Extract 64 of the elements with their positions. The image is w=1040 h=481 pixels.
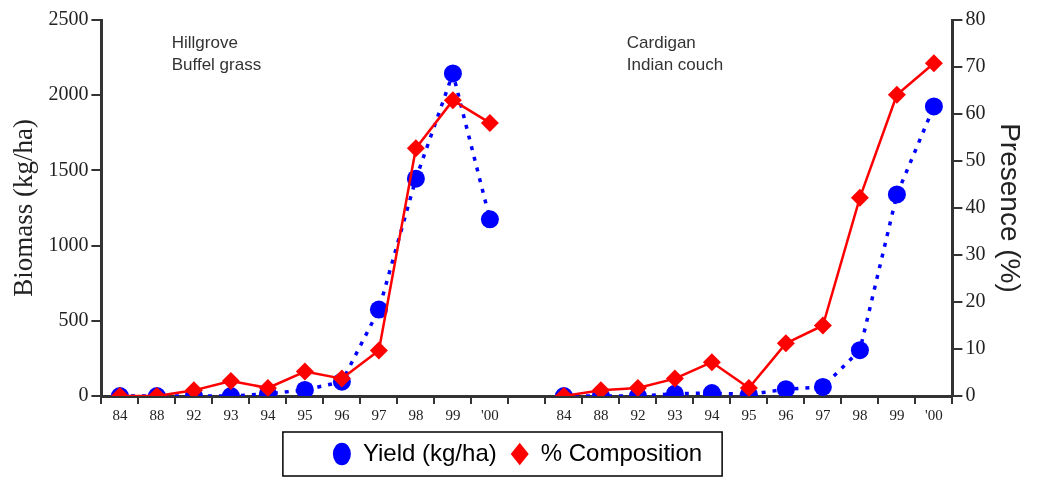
y2-tick-label: 0 — [965, 383, 976, 406]
x-tick-label: '00 — [925, 406, 943, 423]
y-tick-label: 1500 — [48, 157, 89, 180]
point — [813, 316, 832, 335]
annotation: Hillgrove Buffel grass — [171, 33, 262, 75]
y2-axis-title: Presence (%) — [995, 123, 1027, 293]
x-tick-label: 95 — [741, 406, 757, 423]
x-tick-label: 92 — [630, 406, 646, 423]
point — [702, 353, 721, 372]
x-tick-label: 96 — [334, 406, 350, 423]
point — [924, 97, 943, 116]
x-tick-label: 84 — [112, 406, 128, 423]
point — [480, 210, 499, 229]
point — [924, 54, 943, 73]
x-tick-label: 88 — [149, 406, 165, 423]
y2-tick-label: 80 — [965, 7, 986, 30]
y2-tick-label: 30 — [965, 242, 986, 265]
point — [628, 379, 647, 396]
point — [295, 380, 314, 396]
x-tick-label: 84 — [556, 406, 572, 423]
x-tick-label: 97 — [815, 406, 831, 423]
x-tick-label: 97 — [371, 406, 387, 423]
x-tick-label: 98 — [408, 406, 424, 423]
point — [369, 341, 388, 360]
y-axis-title: Biomass (kg/ha) — [8, 119, 39, 297]
x-tick-label: 95 — [297, 406, 313, 423]
annotation: Cardigan Indian couch — [626, 33, 724, 75]
x-tick-label: 99 — [889, 406, 905, 423]
x-tick-label: 88 — [593, 406, 609, 423]
y-tick-label: 2000 — [48, 82, 89, 105]
point — [443, 64, 462, 83]
y2-tick-label: 40 — [965, 195, 986, 218]
point — [480, 113, 499, 132]
y2-tick-label: 70 — [965, 54, 986, 77]
point — [887, 185, 906, 204]
point — [221, 371, 240, 390]
y-tick-label: 1000 — [48, 232, 89, 255]
x-tick-label: 94 — [704, 406, 720, 423]
x-tick-label: '00 — [481, 406, 499, 423]
x-tick-label: 92 — [186, 406, 202, 423]
x-tick-label: 94 — [260, 406, 276, 423]
x-tick-label: 98 — [852, 406, 868, 423]
point — [665, 369, 684, 388]
x-tick-label: 93 — [667, 406, 683, 423]
point — [887, 85, 906, 104]
point — [295, 362, 314, 381]
x-tick-label: 96 — [778, 406, 794, 423]
y2-tick-label: 20 — [965, 289, 986, 312]
y-tick-label: 2500 — [48, 7, 89, 30]
point — [850, 188, 869, 207]
y2-tick-label: 50 — [965, 148, 986, 171]
point — [406, 139, 425, 158]
x-tick-label: 99 — [445, 406, 461, 423]
y-tick-label: 0 — [78, 383, 89, 406]
x-tick-label: 93 — [223, 406, 239, 423]
point — [258, 379, 277, 396]
legend-label: % Composition — [540, 438, 703, 466]
point — [776, 334, 795, 353]
y2-tick-label: 10 — [965, 336, 986, 359]
y2-tick-label: 60 — [965, 101, 986, 124]
point — [443, 91, 462, 110]
point — [739, 379, 758, 396]
legend-label: Yield (kg/ha) — [362, 438, 497, 466]
y-tick-label: 500 — [58, 308, 89, 331]
